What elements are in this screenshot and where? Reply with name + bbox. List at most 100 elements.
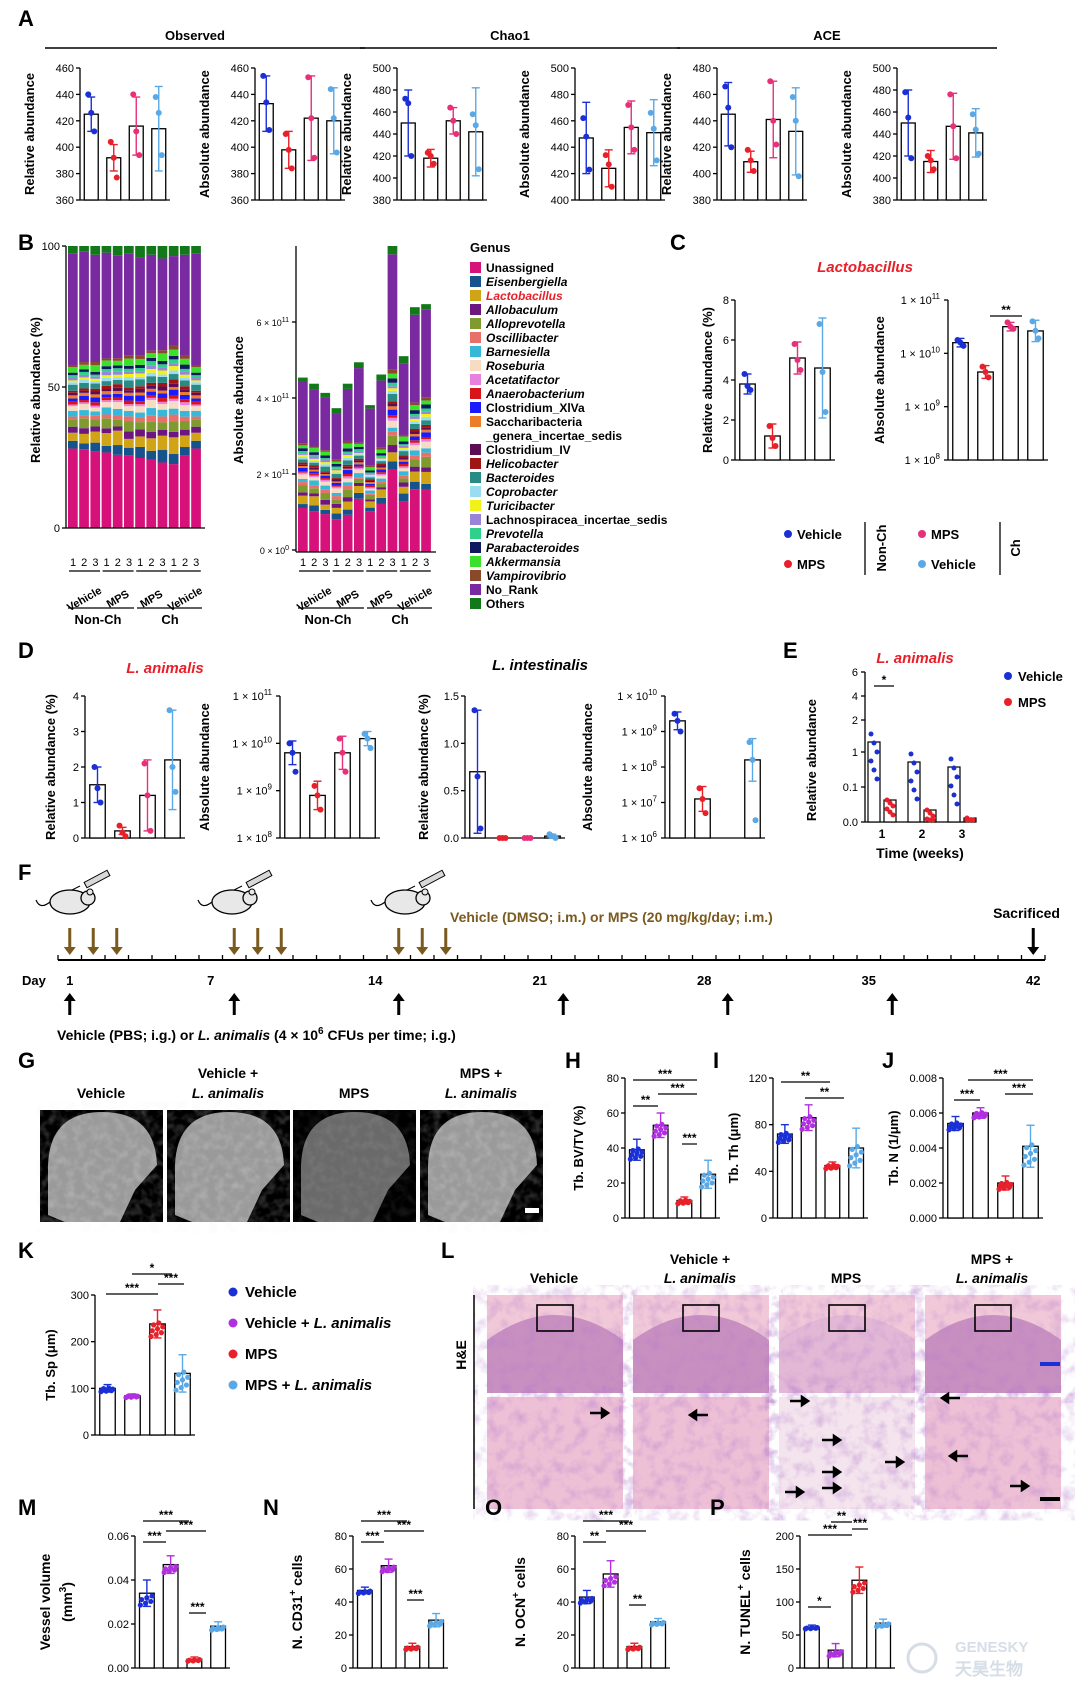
data-point bbox=[769, 435, 776, 441]
metric-title: Observed bbox=[165, 28, 225, 43]
metric-title: Chao1 bbox=[490, 28, 530, 43]
data-point bbox=[282, 131, 289, 137]
data-point bbox=[948, 756, 954, 762]
stack-segment bbox=[79, 428, 89, 434]
stack-segment bbox=[354, 442, 364, 444]
stack-segment bbox=[79, 404, 89, 411]
stack-segment bbox=[298, 453, 308, 455]
stack-segment bbox=[112, 419, 123, 427]
data-point bbox=[822, 409, 829, 415]
data-point bbox=[1021, 1162, 1027, 1168]
bar bbox=[359, 737, 376, 839]
legend-label: Others bbox=[486, 597, 525, 611]
data-point bbox=[958, 1122, 964, 1128]
arrow-head bbox=[886, 993, 899, 1001]
stack-segment bbox=[168, 359, 179, 364]
stack-segment bbox=[101, 428, 112, 434]
stack-segment bbox=[376, 458, 387, 460]
data-point bbox=[552, 835, 559, 841]
data-point bbox=[628, 124, 635, 131]
legend-swatch bbox=[470, 584, 481, 595]
significance-label: ** bbox=[801, 1069, 811, 1083]
stack-segment bbox=[320, 460, 331, 463]
stack-segment bbox=[320, 504, 331, 510]
stack-segment bbox=[331, 486, 342, 489]
stack-segment bbox=[354, 478, 364, 483]
stack-segment bbox=[180, 377, 190, 381]
stack-segment bbox=[421, 304, 431, 310]
data-point bbox=[311, 154, 318, 161]
stack-segment bbox=[354, 449, 364, 452]
data-point bbox=[625, 101, 632, 108]
bar bbox=[947, 1122, 964, 1219]
data-point bbox=[1031, 1156, 1037, 1162]
stack-segment bbox=[387, 445, 398, 453]
stack-segment bbox=[68, 246, 78, 254]
data-point bbox=[339, 749, 346, 756]
data-point bbox=[927, 157, 934, 164]
stack-segment bbox=[387, 388, 398, 391]
zoom-box bbox=[974, 1304, 1012, 1332]
data-point bbox=[113, 174, 120, 181]
watermark: GENESKY 天昊生物 bbox=[906, 1639, 1028, 1679]
stack-segment bbox=[168, 355, 179, 360]
stack-segment bbox=[376, 453, 387, 456]
stack-segment bbox=[354, 451, 364, 454]
arrow-head bbox=[439, 947, 452, 955]
stack-segment bbox=[410, 416, 420, 419]
data-point bbox=[88, 109, 95, 116]
data-point bbox=[333, 149, 340, 156]
legend-dot bbox=[228, 1380, 238, 1390]
y-tick-label: 0 bbox=[73, 833, 79, 845]
stack-segment bbox=[354, 368, 364, 443]
zoom-box bbox=[536, 1304, 574, 1332]
y-axis-label: Absolute abundance bbox=[839, 70, 854, 198]
data-point bbox=[660, 1619, 666, 1626]
data-point bbox=[380, 1566, 387, 1572]
stack-segment bbox=[90, 388, 101, 392]
stack-segment bbox=[298, 377, 308, 382]
data-point bbox=[855, 1587, 861, 1593]
y-tick-label: 460 bbox=[693, 89, 711, 101]
data-point bbox=[148, 1598, 154, 1605]
group-label: Vehicle bbox=[65, 585, 104, 614]
data-point bbox=[402, 95, 409, 102]
stack-segment bbox=[146, 254, 157, 351]
legend-label: MPS bbox=[1018, 695, 1047, 710]
stack-segment bbox=[365, 408, 375, 466]
bar bbox=[1002, 326, 1019, 461]
data-point bbox=[477, 825, 484, 832]
stack-segment bbox=[331, 459, 342, 462]
stack-segment bbox=[365, 479, 375, 481]
stack-segment bbox=[342, 478, 353, 483]
legend-label: _genera_incertae_sedis bbox=[485, 429, 622, 443]
panel-letter: F bbox=[18, 860, 31, 885]
stack-segment bbox=[320, 392, 331, 398]
data-point bbox=[905, 114, 912, 121]
data-point bbox=[924, 153, 931, 159]
bar bbox=[669, 720, 686, 839]
legend-label: Parabacteroides bbox=[486, 541, 580, 555]
y-axis-label: Relative abundance (%) bbox=[700, 307, 715, 453]
y-tick-label: 0 bbox=[723, 455, 729, 467]
stack-segment bbox=[68, 392, 78, 396]
stack-segment bbox=[320, 509, 331, 515]
stack-segment bbox=[342, 464, 353, 467]
stack-segment bbox=[320, 481, 331, 486]
panel-letter: N bbox=[263, 1495, 279, 1520]
stack-segment bbox=[180, 416, 190, 421]
stack-segment bbox=[168, 389, 179, 396]
data-point bbox=[361, 730, 368, 737]
stack-segment bbox=[112, 400, 123, 403]
stack-segment bbox=[90, 362, 101, 366]
y-tick-label: 1 × 1011 bbox=[901, 292, 941, 307]
y-tick-label: 420 bbox=[231, 116, 249, 128]
stack-segment bbox=[79, 400, 89, 403]
stack-segment bbox=[146, 421, 157, 432]
data-point bbox=[1004, 1179, 1010, 1186]
data-point bbox=[833, 1649, 839, 1656]
data-point bbox=[789, 94, 796, 101]
absolute-stacked-bars bbox=[298, 246, 431, 552]
legend-swatch bbox=[470, 402, 481, 413]
y-tick-label: 500 bbox=[551, 63, 569, 75]
